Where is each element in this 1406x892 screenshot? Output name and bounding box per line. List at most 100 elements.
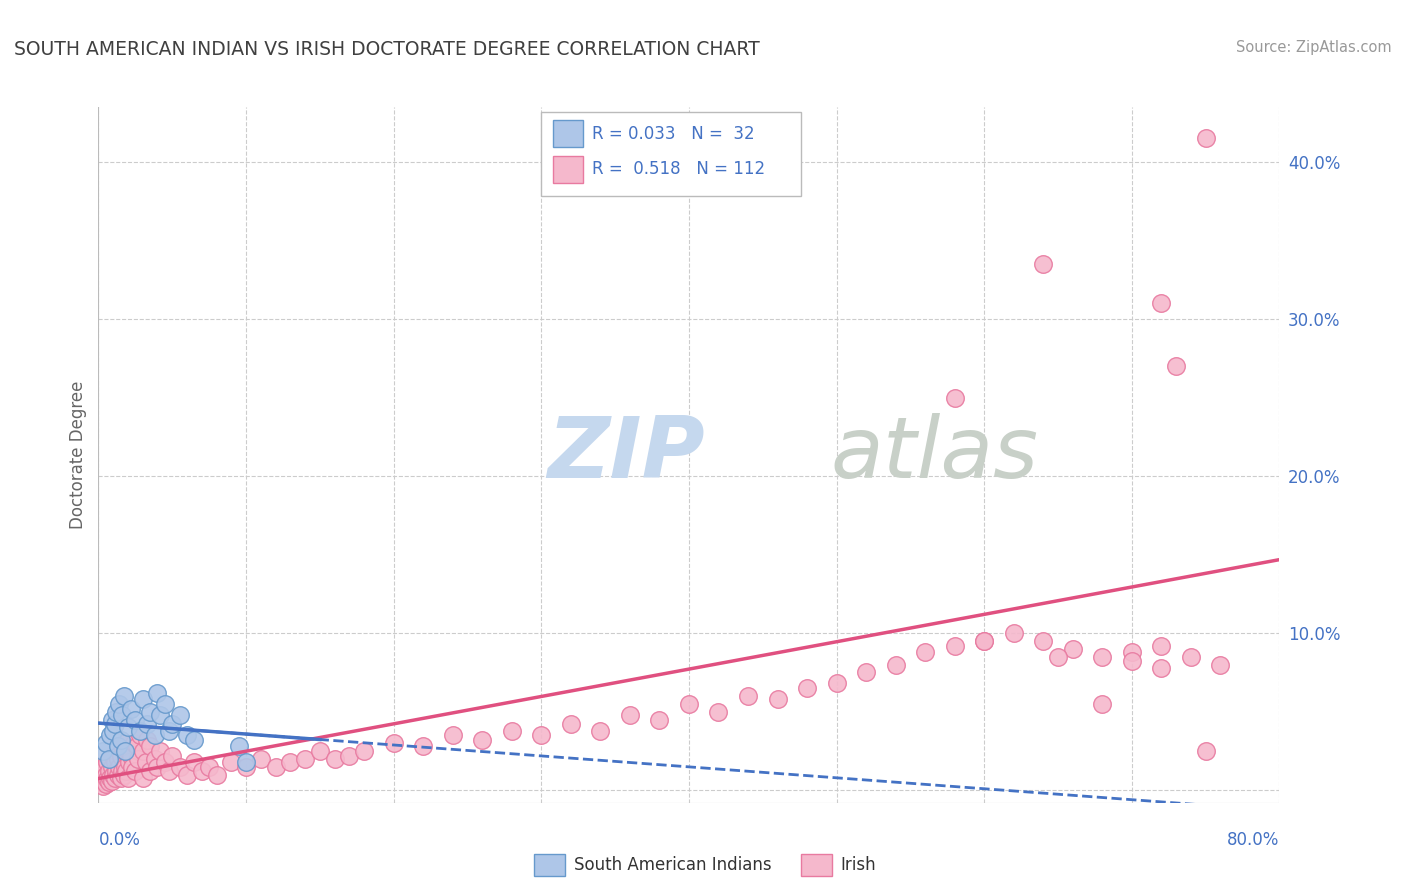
Text: Source: ZipAtlas.com: Source: ZipAtlas.com [1236,40,1392,55]
Point [153,697,176,711]
Text: atlas: atlas [831,413,1039,497]
Point [96,755,118,769]
Point [97,764,120,779]
Point [96,772,118,787]
Point [103,767,125,781]
Point [678,697,700,711]
Point [117,720,139,734]
Point [339,748,361,763]
Point [143,752,166,766]
Point [111,764,134,779]
Point [589,723,612,738]
Point [198,760,221,774]
Point [382,736,405,750]
Point [98,728,121,742]
Point [136,733,159,747]
Point [136,717,159,731]
Point [501,723,523,738]
Text: R =  0.518   N = 112: R = 0.518 N = 112 [592,161,765,178]
Point [1062,641,1084,656]
Point [97,775,120,789]
Point [1180,649,1202,664]
Point [973,634,995,648]
Point [110,771,132,785]
Point [228,739,250,754]
Point [139,739,162,754]
Point [619,707,641,722]
Point [104,771,127,785]
Point [157,764,180,779]
Point [1150,661,1173,675]
Point [294,752,316,766]
Point [91,744,114,758]
Text: South American Indians: South American Indians [574,856,772,874]
Point [323,752,346,766]
Point [139,705,162,719]
Point [1209,657,1232,672]
Point [943,639,966,653]
Point [105,705,128,719]
Point [205,767,228,781]
Point [89,775,111,789]
Point [943,391,966,405]
Text: R = 0.033   N =  32: R = 0.033 N = 32 [592,125,755,143]
Point [125,739,148,754]
Text: 80.0%: 80.0% [1227,831,1279,849]
Point [530,728,553,742]
Point [1091,697,1114,711]
Point [353,744,375,758]
Point [118,755,141,769]
Point [98,771,121,785]
Point [108,760,131,774]
Point [884,657,907,672]
Point [90,771,112,785]
Point [153,755,176,769]
Point [176,728,198,742]
Point [235,755,257,769]
Point [93,760,115,774]
Point [309,744,332,758]
Point [114,760,136,774]
Point [221,755,243,769]
Point [112,744,135,758]
Point [110,733,132,747]
Point [91,779,114,793]
Point [146,760,169,774]
Point [1046,649,1070,664]
Point [139,764,162,779]
Point [100,773,122,788]
Point [124,764,146,779]
Point [441,728,464,742]
Point [105,764,128,779]
Point [183,733,205,747]
Point [183,755,205,769]
Point [128,723,150,738]
Point [1195,744,1218,758]
Point [149,707,172,722]
Point [1166,359,1188,374]
Point [103,723,125,738]
Point [149,744,172,758]
Point [235,760,257,774]
Point [107,767,129,781]
Point [176,767,198,781]
Point [146,686,169,700]
Point [707,705,730,719]
Point [825,676,848,690]
Point [855,665,877,680]
Point [1121,655,1143,669]
Point [111,739,134,754]
Point [766,692,789,706]
Point [143,728,166,742]
Point [108,697,131,711]
Point [98,752,121,766]
Point [122,736,145,750]
Point [280,755,302,769]
Point [120,701,142,715]
Point [132,692,155,706]
Point [1195,131,1218,145]
Point [169,707,191,722]
Point [264,760,287,774]
Point [132,744,155,758]
Point [91,764,114,779]
